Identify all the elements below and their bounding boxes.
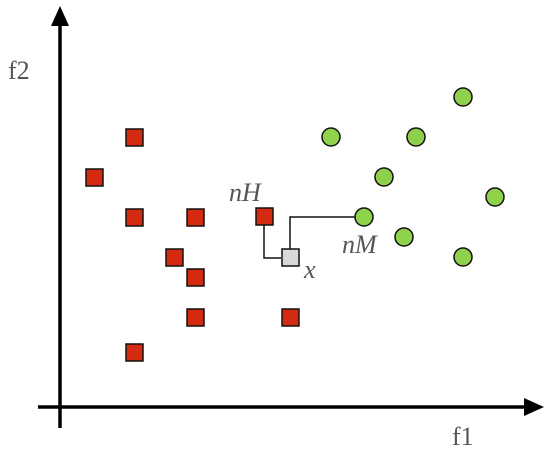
nearest-hit-label: nH — [229, 178, 262, 207]
links — [263, 216, 355, 259]
circle-point — [453, 247, 473, 267]
square-point — [186, 208, 205, 227]
circle-point — [374, 167, 394, 187]
circle-point — [406, 127, 426, 147]
square-point — [125, 343, 144, 362]
square-point — [125, 128, 144, 147]
query-label: x — [303, 255, 316, 284]
square-point — [255, 207, 274, 226]
query-point — [281, 248, 300, 267]
circle-point — [485, 187, 505, 207]
y-arrow — [51, 6, 69, 26]
x-arrow — [524, 398, 544, 416]
circle-point — [453, 87, 473, 107]
hit-link — [263, 216, 281, 259]
square-point — [186, 308, 205, 327]
circle-point — [354, 207, 374, 227]
square-point — [125, 208, 144, 227]
square-point — [165, 248, 184, 267]
y-label: f2 — [8, 56, 30, 85]
axes — [38, 6, 544, 428]
miss-link — [289, 216, 355, 249]
x-label: f1 — [452, 422, 474, 451]
square-point — [281, 308, 300, 327]
circle-point — [394, 227, 414, 247]
square-point — [186, 268, 205, 287]
square-point — [85, 168, 104, 187]
nearest-miss-label: nM — [342, 230, 378, 259]
circle-point — [321, 127, 341, 147]
class-b-points — [321, 87, 505, 267]
class-a-points — [85, 128, 300, 362]
